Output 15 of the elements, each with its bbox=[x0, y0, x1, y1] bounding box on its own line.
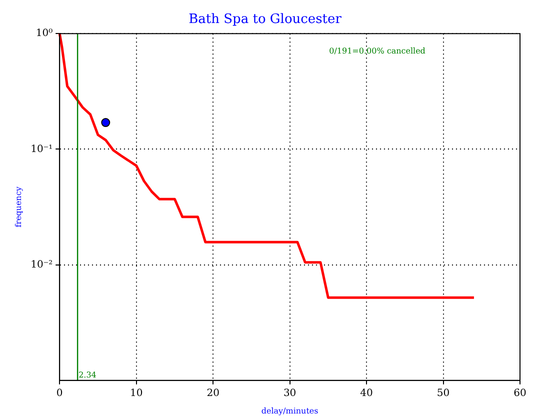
y-tick-label: 10⁻¹ bbox=[30, 144, 53, 155]
chart-title: Bath Spa to Gloucester bbox=[188, 12, 342, 28]
x-tick-label: 60 bbox=[514, 388, 526, 399]
x-axis-title: delay/minutes bbox=[261, 406, 318, 416]
ref-line-label: 2.34 bbox=[78, 370, 96, 380]
annotation: 0/191=0.00% cancelled bbox=[329, 46, 426, 56]
y-tick-label: 10⁰ bbox=[36, 28, 53, 40]
x-tick-label: 30 bbox=[283, 388, 296, 399]
x-tick-label: 50 bbox=[436, 388, 450, 399]
y-axis-title: frequency bbox=[14, 186, 23, 228]
x-tick-label: 20 bbox=[206, 388, 220, 399]
x-tick-label: 10 bbox=[130, 388, 143, 399]
y-tick-label: 10⁻² bbox=[30, 259, 53, 270]
x-tick-label: 0 bbox=[56, 388, 63, 399]
x-tick-label: 40 bbox=[360, 388, 373, 399]
